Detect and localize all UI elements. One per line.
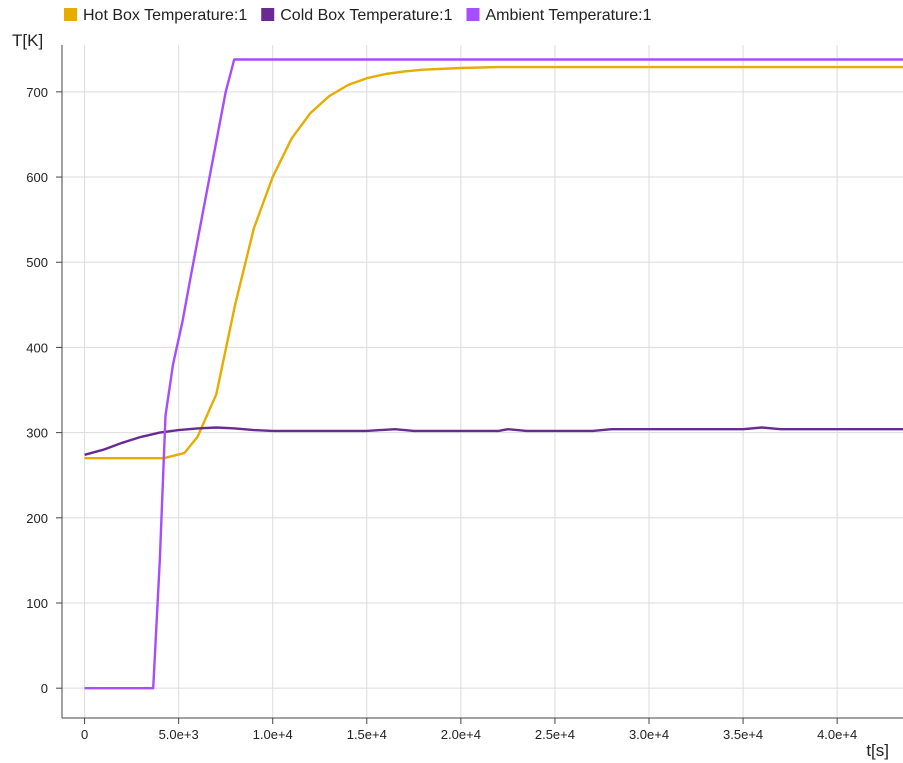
legend-label: Cold Box Temperature:1 [280,7,452,24]
x-tick-label: 2.5e+4 [535,727,575,742]
y-tick-label: 600 [26,170,48,185]
y-tick-label: 100 [26,596,48,611]
legend: Hot Box Temperature:1 Cold Box Temperatur… [64,7,652,24]
series-line [84,426,903,456]
y-tick-label: 500 [26,255,48,270]
legend-label: Ambient Temperature:1 [485,7,651,24]
y-tick-label: 300 [26,426,48,441]
grid [62,45,903,718]
legend-swatch [64,8,77,21]
y-tick-label: 200 [26,511,48,526]
y-axis-label: T[K] [12,31,43,50]
x-tick-label: 0 [81,727,88,742]
series-line [84,65,903,460]
x-tick-label: 3.5e+4 [723,727,763,742]
legend-swatch [261,8,275,21]
y-tick-label: 700 [26,85,48,100]
axes: 0 5.0e+3 1.0e+4 1.5e+4 2.0e+4 2.5e+4 3.0e+4 3.5… [26,45,903,742]
y-tick-label: 400 [26,340,48,355]
series-layer [84,58,903,690]
x-axis-label: t[s] [866,741,889,760]
x-tick-label: 1.5e+4 [347,727,387,742]
legend-swatch [466,8,480,21]
x-tick-label: 5.0e+3 [159,727,199,742]
legend-label: Hot Box Temperature:1 [83,7,247,24]
x-tick-label: 4.0e+4 [817,727,857,742]
x-tick-label: 1.0e+4 [253,727,293,742]
series-line [84,58,903,690]
x-tick-label: 2.0e+4 [441,727,481,742]
y-tick-label: 0 [41,681,48,696]
x-tick-label: 3.0e+4 [629,727,669,742]
